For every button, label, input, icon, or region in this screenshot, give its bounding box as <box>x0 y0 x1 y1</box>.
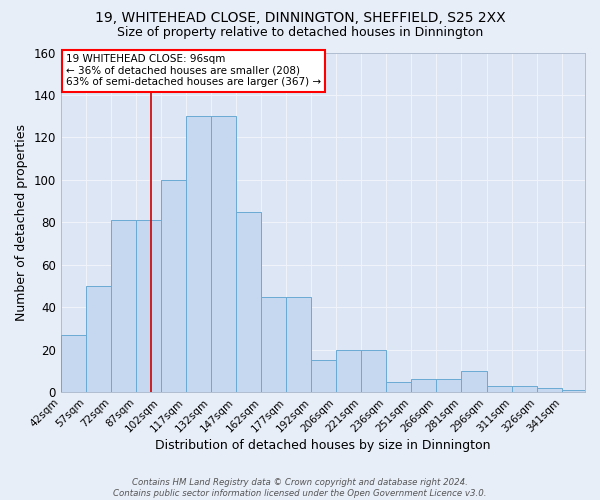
Bar <box>386 382 412 392</box>
Text: Contains HM Land Registry data © Crown copyright and database right 2024.
Contai: Contains HM Land Registry data © Crown c… <box>113 478 487 498</box>
Bar <box>536 388 562 392</box>
Bar <box>61 335 86 392</box>
Bar <box>436 380 461 392</box>
Bar <box>487 386 512 392</box>
Bar <box>236 212 261 392</box>
Bar <box>261 296 286 392</box>
Bar <box>186 116 211 392</box>
Bar <box>111 220 136 392</box>
Bar <box>136 220 161 392</box>
Text: Size of property relative to detached houses in Dinnington: Size of property relative to detached ho… <box>117 26 483 39</box>
Bar <box>311 360 336 392</box>
Bar <box>286 296 311 392</box>
Bar <box>461 371 487 392</box>
Bar <box>161 180 186 392</box>
Text: 19 WHITEHEAD CLOSE: 96sqm
← 36% of detached houses are smaller (208)
63% of semi: 19 WHITEHEAD CLOSE: 96sqm ← 36% of detac… <box>66 54 321 88</box>
Bar <box>211 116 236 392</box>
Bar <box>412 380 436 392</box>
Y-axis label: Number of detached properties: Number of detached properties <box>15 124 28 321</box>
Bar <box>512 386 536 392</box>
Bar <box>86 286 111 392</box>
Bar <box>562 390 587 392</box>
Text: 19, WHITEHEAD CLOSE, DINNINGTON, SHEFFIELD, S25 2XX: 19, WHITEHEAD CLOSE, DINNINGTON, SHEFFIE… <box>95 11 505 25</box>
X-axis label: Distribution of detached houses by size in Dinnington: Distribution of detached houses by size … <box>155 440 491 452</box>
Bar <box>361 350 386 392</box>
Bar <box>336 350 361 392</box>
